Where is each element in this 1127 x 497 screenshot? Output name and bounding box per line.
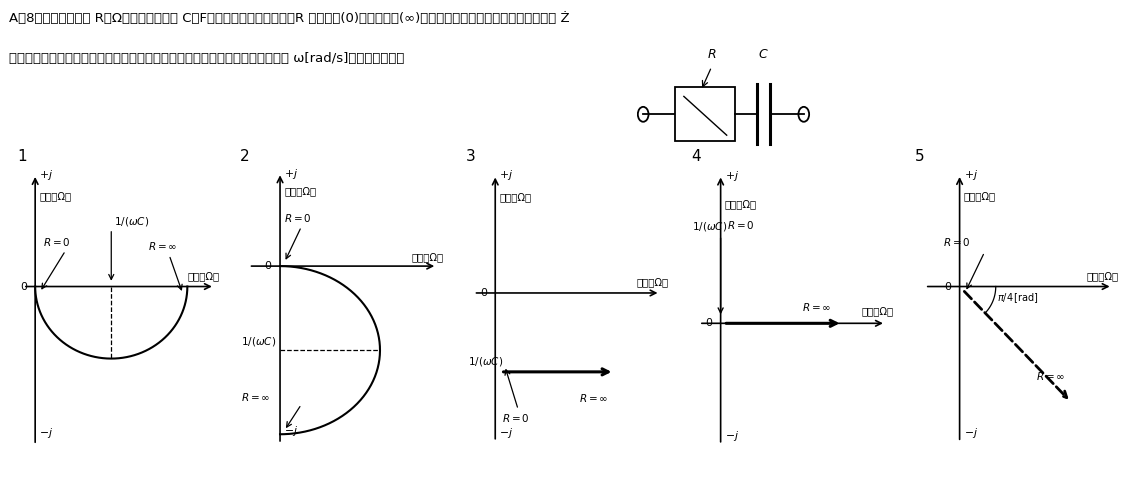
Text: 虚軸［Ω］: 虚軸［Ω］ [725,199,757,209]
Text: 0: 0 [480,288,487,298]
Text: 2: 2 [240,149,250,164]
Text: 3: 3 [465,149,476,164]
Text: $R$: $R$ [707,48,717,61]
Text: $+j$: $+j$ [725,169,739,183]
Text: $R = 0$: $R = 0$ [943,236,970,248]
Text: $R = \infty$: $R = \infty$ [1036,370,1065,382]
Text: $+j$: $+j$ [284,167,299,181]
Text: 4: 4 [691,149,701,164]
Text: 実軸［Ω］: 実軸［Ω］ [411,252,444,262]
Text: 0: 0 [20,281,27,292]
Text: $1/(\omega C)$: $1/(\omega C)$ [241,334,276,348]
Text: $R = 0$: $R = 0$ [43,236,71,248]
Text: 虚軸［Ω］: 虚軸［Ω］ [39,191,71,201]
Text: $R = \infty$: $R = \infty$ [241,391,270,403]
Text: 実軸［Ω］: 実軸［Ω］ [187,271,220,281]
Text: $R = 0$: $R = 0$ [284,212,312,224]
Text: A－8　図に示す抵抗 R［Ω］及び静電容量 C［F］の直列回路において、R の値を零(0)から無限大(∞)まで変えたとき、合成インピーダンス Ż: A－8 図に示す抵抗 R［Ω］及び静電容量 C［F］の直列回路において、R の値… [9,12,569,25]
Text: $R = \infty$: $R = \infty$ [802,301,832,313]
Text: $R = 0$: $R = 0$ [727,219,755,231]
Text: 実軸［Ω］: 実軸［Ω］ [637,277,668,287]
Text: $-j$: $-j$ [284,423,299,438]
Text: $-j$: $-j$ [499,426,514,440]
Text: 虚軸［Ω］: 虚軸［Ω］ [499,192,532,202]
Text: 実軸［Ω］: 実軸［Ω］ [1086,271,1119,281]
Text: 実軸［Ω］: 実軸［Ω］ [862,306,894,316]
Text: 5: 5 [915,149,925,164]
Text: $R = \infty$: $R = \infty$ [148,241,177,252]
Text: 0: 0 [265,261,272,271]
Text: $-j$: $-j$ [964,426,978,440]
Text: $1/(\omega C)$: $1/(\omega C)$ [114,215,150,228]
Text: $1/(\omega C)$: $1/(\omega C)$ [692,220,727,233]
Text: $\pi/4\,[\mathrm{rad}]$: $\pi/4\,[\mathrm{rad}]$ [997,291,1039,305]
Text: 0: 0 [706,318,712,329]
Text: $-j$: $-j$ [725,429,739,443]
Text: $-j$: $-j$ [39,426,53,440]
Text: $R = \infty$: $R = \infty$ [579,392,609,404]
Text: $C$: $C$ [757,48,769,61]
Text: $+j$: $+j$ [499,168,514,182]
Text: 虚軸［Ω］: 虚軸［Ω］ [964,191,996,201]
Text: $1/(\omega C)$: $1/(\omega C)$ [468,355,504,368]
Text: $+j$: $+j$ [964,167,978,182]
Text: 1: 1 [17,149,27,164]
Text: $R = 0$: $R = 0$ [502,412,530,424]
Text: のベクトル軌跡として、正しいものを下の番号から選べ。ただし、角周波数 ω[rad/s]は一定とする。: のベクトル軌跡として、正しいものを下の番号から選べ。ただし、角周波数 ω[rad… [9,52,405,65]
Text: 虚軸［Ω］: 虚軸［Ω］ [284,186,317,196]
Text: 0: 0 [944,281,951,292]
Text: $+j$: $+j$ [39,167,53,182]
Bar [675,87,735,141]
